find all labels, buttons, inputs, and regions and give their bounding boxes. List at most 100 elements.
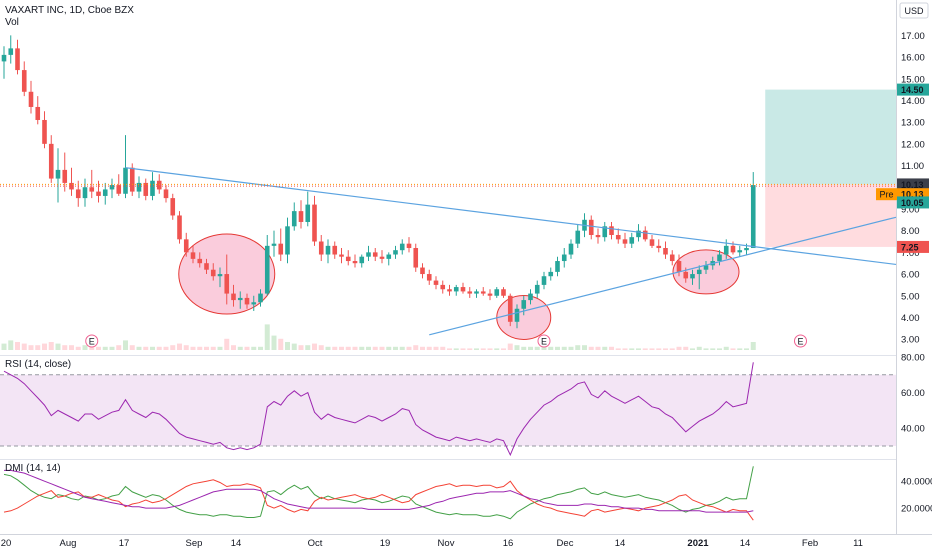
candle-body — [541, 276, 547, 285]
adx-line — [4, 469, 754, 513]
volume-bar — [555, 346, 560, 350]
candle-body — [102, 189, 108, 196]
time-tick-label: Aug — [60, 538, 77, 549]
volume-bar — [548, 346, 554, 350]
volume-bar — [82, 345, 88, 350]
volume-bar — [258, 346, 263, 350]
dmi-tick-label: 40.0000 — [901, 477, 932, 488]
price-tag — [897, 196, 929, 209]
volume-bar — [1, 343, 7, 350]
candle-body — [190, 252, 196, 259]
candle-body — [723, 245, 729, 255]
volume-bar — [15, 342, 20, 350]
volume-bar — [231, 345, 236, 350]
candle-body — [629, 237, 635, 244]
volume-bar — [636, 348, 641, 350]
candle-body — [183, 239, 189, 253]
volume-bar — [150, 346, 155, 350]
highlight-circles[interactable] — [178, 233, 740, 340]
volume-bar — [325, 346, 331, 350]
trendlines[interactable] — [125, 167, 897, 336]
volume-bar — [420, 346, 425, 350]
volume-bar — [359, 346, 365, 350]
trendline[interactable] — [125, 167, 897, 266]
time-axis-labels[interactable]: 20 Aug 17 Sep 14 Oct 19 Nov 16 Dec 14 2021 14 Feb 11 — [1, 538, 863, 549]
volume-bar — [305, 345, 311, 350]
volume-bar — [393, 346, 398, 350]
candle-body — [420, 267, 425, 275]
volume-bar — [372, 346, 378, 350]
candle-body — [399, 243, 405, 251]
candle-body — [129, 167, 135, 192]
candle-body — [62, 169, 68, 183]
candle-body — [514, 308, 520, 322]
time-tick-label: 19 — [380, 538, 391, 549]
volume-bar — [582, 345, 587, 350]
price-tick-label: 7.00 — [901, 248, 920, 259]
volume-bar — [588, 346, 594, 350]
price-tick-label: 16.00 — [901, 53, 925, 64]
volume-bar — [332, 346, 338, 350]
candle-body — [251, 302, 257, 305]
volume-bar — [116, 345, 122, 350]
volume-bar — [453, 348, 459, 350]
candle-body — [622, 239, 628, 244]
currency-button[interactable] — [899, 2, 929, 19]
price-tick-label: 3.00 — [901, 335, 920, 346]
candle-body — [480, 291, 486, 294]
candle-body — [352, 261, 358, 264]
trendline[interactable] — [429, 216, 897, 336]
volume-bar — [501, 348, 506, 350]
candle-body — [669, 254, 675, 262]
currency-label: USD — [904, 6, 924, 16]
volume-bar — [642, 348, 648, 350]
candle-body — [318, 241, 324, 255]
volume-bar — [271, 335, 277, 350]
candle-body — [366, 252, 371, 257]
candle-body — [588, 219, 594, 235]
volume-bar — [278, 338, 284, 350]
volume-bar — [190, 346, 196, 350]
stop-zone[interactable] — [765, 184, 896, 247]
candle-body — [690, 274, 695, 279]
candle-body — [8, 48, 14, 55]
time-tick-label: 14 — [231, 538, 242, 549]
candle-body — [737, 250, 743, 253]
volume-bar — [595, 346, 601, 350]
volume-bar — [561, 346, 567, 350]
volume-bar — [507, 343, 513, 350]
volume-bar — [676, 346, 682, 350]
volume-bar — [264, 324, 270, 350]
candle-body — [548, 271, 554, 277]
candle-body — [136, 182, 142, 192]
volume-bar — [440, 346, 446, 350]
candle-body — [744, 248, 749, 251]
volume-bar — [42, 343, 47, 350]
price-tick-label: 4.00 — [901, 313, 920, 324]
volume-bar — [291, 343, 297, 350]
price-tick-label: 15.00 — [901, 74, 925, 85]
target-zone[interactable] — [765, 89, 896, 185]
dmi-minus-line — [3, 479, 754, 521]
volume-bar — [474, 348, 479, 350]
volume-bar — [102, 346, 108, 350]
volume-bar — [717, 348, 722, 350]
earnings-icon[interactable] — [794, 334, 807, 348]
volume-bar — [723, 346, 729, 350]
time-tick-label: Nov — [438, 538, 455, 549]
earnings-icon[interactable] — [537, 334, 551, 348]
earnings-icon[interactable] — [85, 334, 99, 348]
price-tag — [897, 83, 929, 96]
candle-body — [507, 295, 513, 322]
candle-body — [210, 269, 216, 277]
time-tick-label: 14 — [740, 538, 751, 549]
candle-body — [244, 297, 250, 305]
earnings-label: E — [541, 337, 547, 347]
chart-title: VAXART INC, 1D, Cboe BZX — [5, 5, 134, 16]
candle-body — [312, 204, 317, 242]
time-tick-label: 2021 — [687, 538, 709, 549]
volume-bar — [622, 348, 628, 350]
